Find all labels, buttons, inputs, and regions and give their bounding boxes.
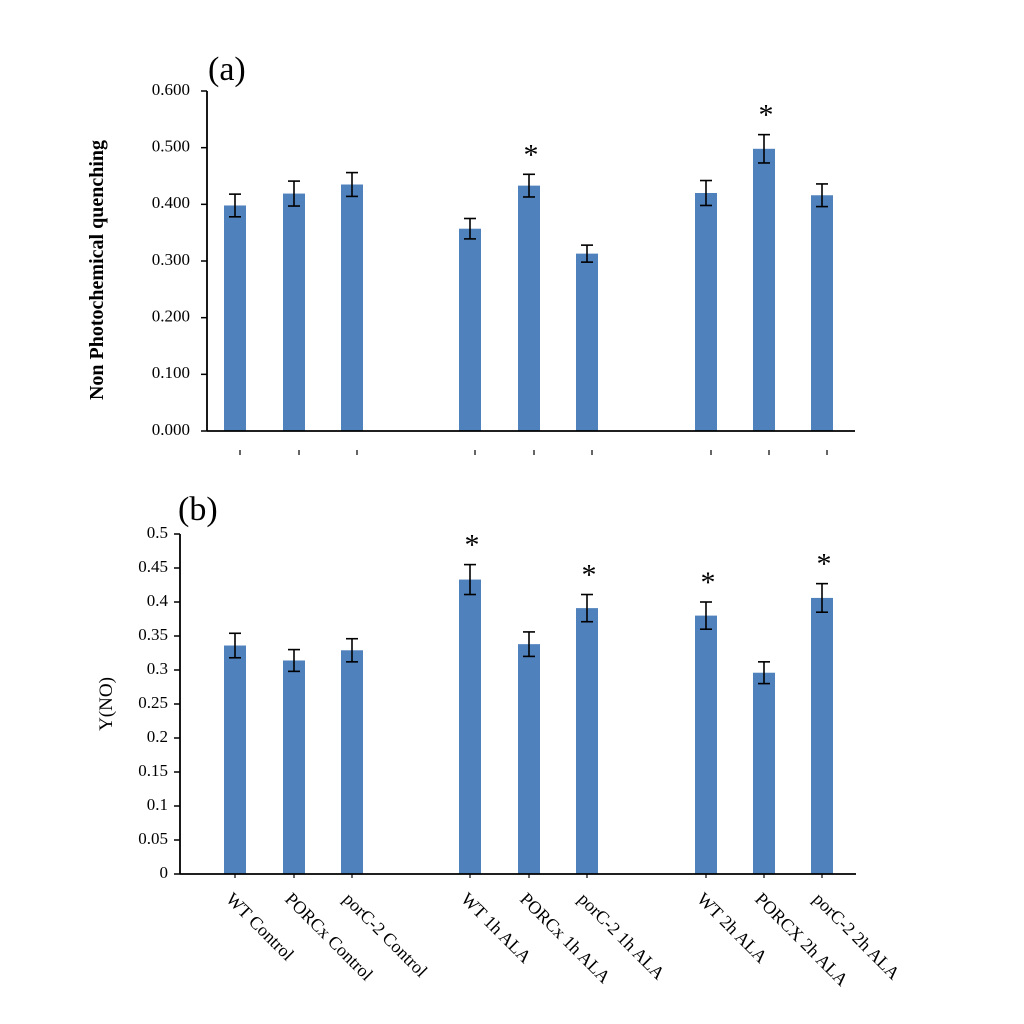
panel-a-significance-marker: * [524,138,539,171]
panel-a-bar [341,184,363,431]
panel-a-bar [518,185,540,431]
panel-b-y-tick-label: 0.05 [138,829,168,848]
panel-a-y-tick-label: 0.500 [152,137,190,156]
panel-b-y-tick-label: 0.1 [147,795,168,814]
panel-b-bar [341,650,363,874]
panel-b-y-tick-label: 0.15 [138,761,168,780]
panel-b-significance-marker: * [582,559,597,592]
panel-a-bar [695,193,717,431]
panel-b-y-tick-label: 0.45 [138,557,168,576]
panel-b-bar [695,615,717,874]
panel-a-label: (a) [208,51,246,88]
panel-b-y-tick-label: 0.3 [147,659,168,678]
panel-b-y-tick-label: 0.25 [138,693,168,712]
panel-b-label: (b) [178,491,218,528]
panel-b-y-tick-label: 0.35 [138,625,168,644]
panel-a-bar [224,205,246,431]
panel-a-y-tick-label: 0.600 [152,80,190,99]
panel-b-bar [811,597,833,874]
panel-b-bar [576,608,598,874]
panel-a-chart: (a) Non Photochemical quenching 0.000 0.100… [86,51,855,455]
panel-b-bar [753,672,775,874]
panel-b-y-tick-label: 0.2 [147,727,168,746]
panel-b-bar [518,644,540,874]
panel-b-chart: (b) Y(NO) 0 0.05 0.1 0.15 0.2 0.25 0.3 0.35 0.4 0.4… [96,491,904,990]
panel-b-significance-marker: * [701,566,716,599]
panel-b-bar [459,579,481,874]
panel-b-significance-marker: * [817,548,832,581]
panel-a-bar [753,148,775,432]
panel-a-bar [459,228,481,431]
panel-a-y-tick-label: 0.100 [152,363,190,382]
panel-b-significance-marker: * [465,529,480,562]
panel-a-bar [576,253,598,431]
panel-b-bar [283,660,305,874]
panel-b-y-tick-label: 0.4 [147,591,169,610]
panel-a-bar [811,195,833,431]
panel-a-significance-marker: * [759,99,774,132]
panel-a-y-tick-label: 0.400 [152,193,190,212]
panel-a-y-tick-label: 0.300 [152,250,190,269]
panel-b-y-axis-title: Y(NO) [96,677,117,731]
panel-b-y-tick-label: 0 [160,863,169,882]
panel-a-y-tick-label: 0.200 [152,307,190,326]
panel-b-y-tick-label: 0.5 [147,523,168,542]
panel-a-y-tick-label: 0.000 [152,420,190,439]
panel-b-bar [224,645,246,874]
panel-a-bar [283,193,305,431]
panel-a-y-axis-title: Non Photochemical quenching [86,140,108,400]
